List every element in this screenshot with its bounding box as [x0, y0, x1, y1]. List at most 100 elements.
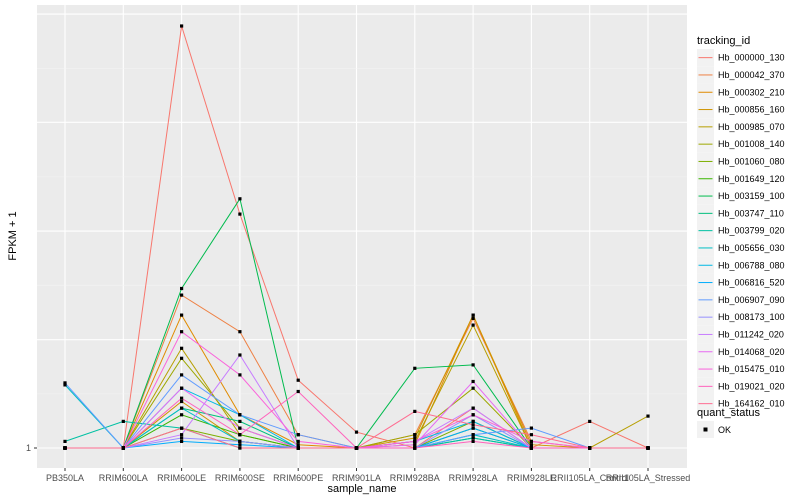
data-point [413, 366, 417, 370]
legend-label: Hb_006788_080 [718, 260, 785, 270]
data-point [471, 436, 475, 440]
data-point [529, 426, 533, 430]
x-tick-label: RRII105LA_Control [551, 473, 629, 483]
quant-status-swatch [703, 427, 708, 432]
data-point [471, 379, 475, 384]
data-point [180, 413, 184, 417]
legend-label: Hb_003159_100 [718, 191, 785, 201]
data-point [471, 439, 475, 443]
data-point [180, 426, 184, 430]
data-point [296, 446, 300, 450]
legend-label: Hb_000856_160 [718, 105, 785, 115]
data-point [180, 436, 184, 440]
data-point [180, 433, 184, 437]
data-point [354, 446, 359, 450]
data-point [121, 419, 125, 423]
legend-label: Hb_019021_020 [718, 381, 785, 391]
legend-label: Hb_000000_130 [718, 53, 785, 63]
x-tick-label: RRIM901LA [332, 473, 381, 483]
legend-label: Hb_000042_370 [718, 70, 785, 80]
legend-title: tracking_id [697, 35, 750, 47]
data-point [238, 330, 242, 334]
data-point [180, 330, 184, 334]
data-point [238, 413, 242, 417]
data-point [180, 396, 184, 400]
x-tick-label: RRIM600LE [157, 473, 206, 483]
data-point [296, 378, 300, 382]
legend-label: Hb_000302_210 [718, 87, 785, 97]
data-point [180, 346, 184, 350]
data-point [180, 293, 184, 297]
data-point [180, 373, 184, 377]
legend-label: Hb_005656_030 [718, 243, 785, 253]
x-tick-label: RRIM928LE [507, 473, 556, 483]
legend-label: Hb_003747_110 [718, 208, 784, 218]
data-point [238, 443, 242, 447]
legend-label: Hb_008173_100 [718, 312, 785, 322]
data-point [180, 399, 184, 404]
data-point [646, 414, 650, 418]
data-point [180, 24, 184, 28]
data-point [471, 363, 475, 367]
grid [37, 5, 687, 468]
data-point [296, 443, 300, 447]
x-tick-label: RRIM928BA [390, 473, 440, 483]
data-point [471, 313, 475, 317]
data-point [180, 386, 184, 390]
data-point [588, 446, 592, 450]
data-point [238, 212, 242, 216]
data-point [180, 286, 184, 291]
series-points [63, 24, 650, 450]
data-point [413, 433, 417, 437]
data-point [63, 381, 67, 385]
data-point [413, 439, 417, 443]
data-point [180, 439, 184, 443]
x-tick-label: RRIM928LA [449, 473, 498, 483]
legend-label: Hb_001060_080 [718, 156, 785, 166]
legend-label: Hb_000985_070 [718, 122, 785, 132]
x-tick-label: RRII105LA_Stressed [606, 473, 691, 483]
y-tick-label: 1 [26, 443, 31, 453]
data-point [646, 446, 650, 450]
data-point [238, 419, 242, 423]
data-point [471, 316, 475, 320]
legend-label: Hb_003799_020 [718, 226, 785, 236]
data-point [296, 439, 300, 443]
data-point [238, 439, 242, 443]
data-point [471, 323, 475, 327]
data-point [63, 439, 67, 443]
data-point [238, 353, 242, 357]
data-point [413, 409, 417, 413]
data-point [238, 433, 242, 437]
data-point [529, 446, 533, 450]
data-point [238, 197, 242, 201]
data-point [471, 423, 475, 427]
data-point [238, 426, 242, 430]
legend-label: Hb_015475_010 [718, 364, 785, 374]
legend-items: Hb_000000_130 Hb_000042_370 Hb_000302_210 H… [697, 49, 785, 413]
x-axis-ticks: PB350LA RRIM600LA RRIM600LE RRIM600SE RRIM60… [46, 468, 690, 483]
data-point [471, 406, 475, 410]
data-point [413, 446, 417, 450]
data-point [413, 443, 417, 447]
x-tick-label: RRIM600SE [215, 473, 265, 483]
data-point [180, 406, 184, 410]
data-point [529, 433, 533, 437]
legend: tracking_id Hb_000000_130Hb_000042_370Hb… [697, 35, 785, 438]
data-point [471, 419, 475, 423]
data-point [471, 433, 475, 437]
x-tick-label: RRIM600LA [99, 473, 148, 483]
data-point [471, 426, 475, 430]
y-axis-title: FPKM + 1 [7, 211, 19, 260]
data-point [471, 386, 475, 390]
legend-label: Hb_164162_010 [718, 399, 785, 409]
data-point [63, 383, 67, 387]
x-tick-label: RRIM600PE [273, 473, 323, 483]
data-point [180, 356, 184, 360]
legend-label: Hb_006907_090 [718, 295, 785, 305]
legend-label: Hb_001008_140 [718, 139, 785, 149]
legend-label: Hb_011242_020 [718, 329, 784, 339]
legend-label: Hb_001649_120 [718, 174, 785, 184]
data-point [529, 443, 533, 447]
